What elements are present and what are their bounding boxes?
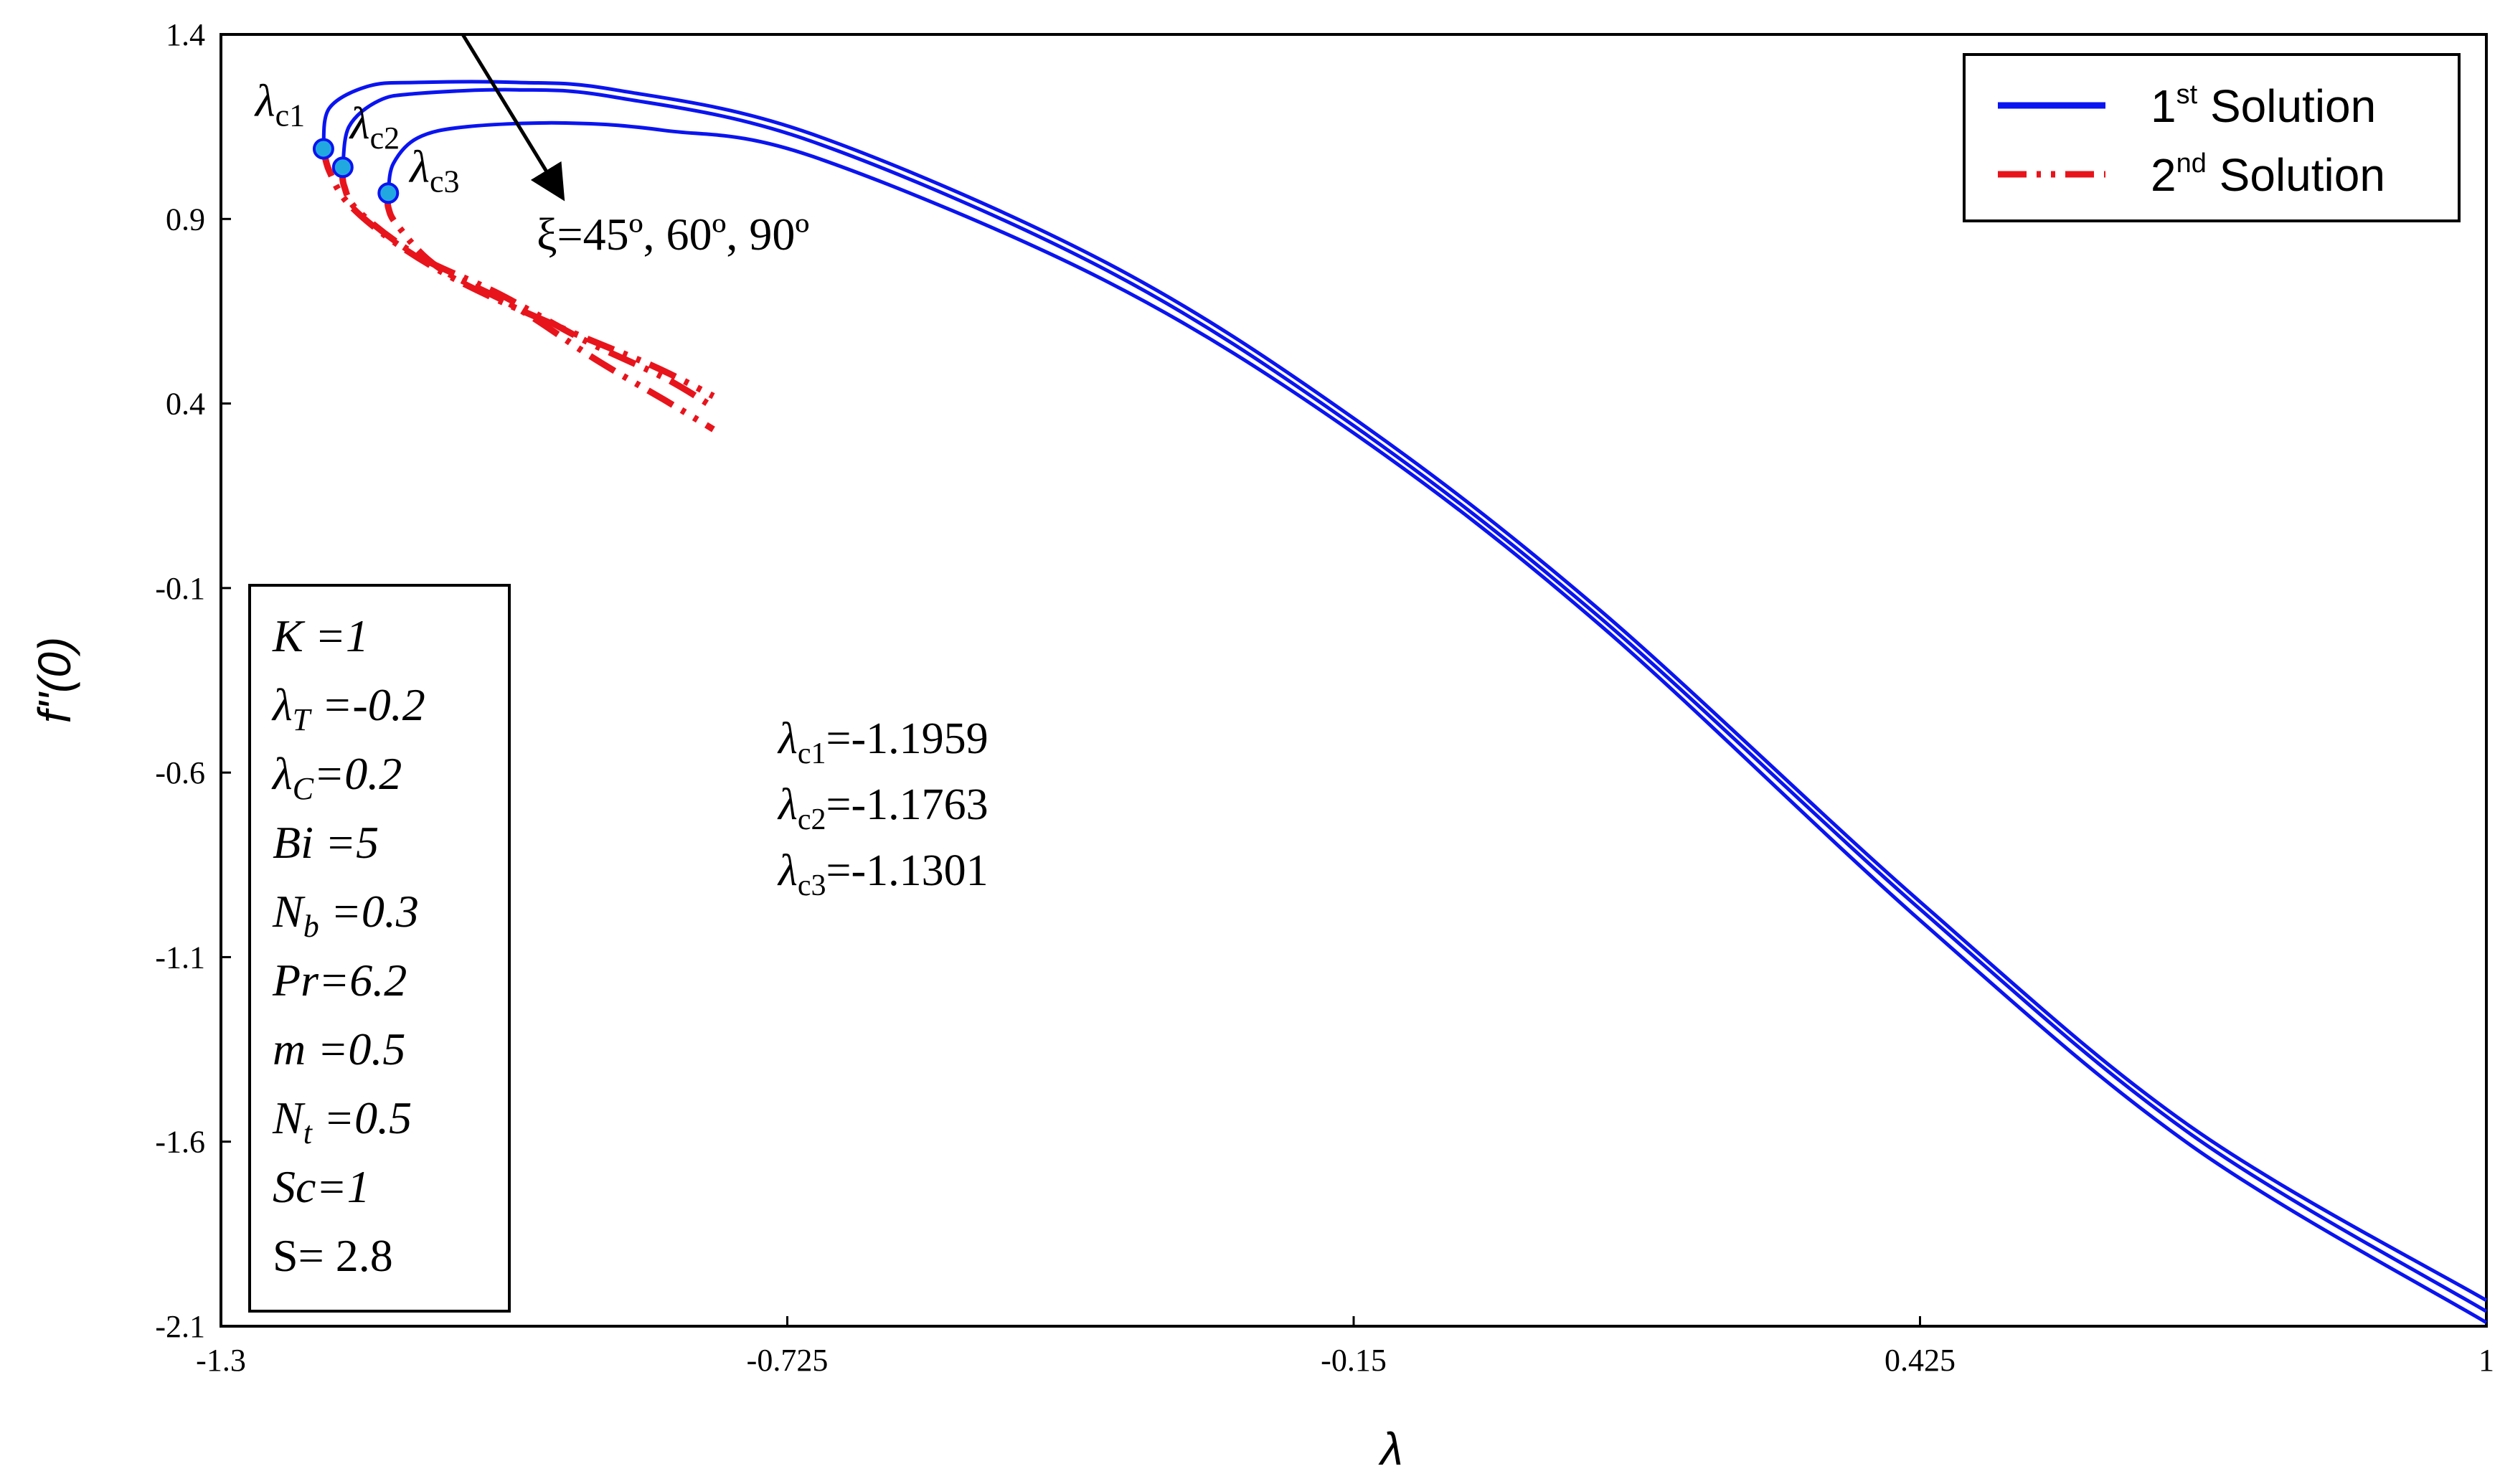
legend: 1st Solution 2nd Solution — [1963, 53, 2461, 222]
x-tick-label: -0.15 — [1321, 1343, 1387, 1378]
legend-box — [1963, 53, 2461, 222]
y-tick-label: -0.1 — [155, 571, 205, 606]
critical-point-marker — [312, 138, 334, 160]
parameter-list: K =1 λT =-0.2 λC=0.2 Bi =5 Nb =0.3 Pr=6.2 m =0… — [271, 610, 425, 1281]
y-tick-label: -2.1 — [155, 1309, 205, 1344]
parameter-line: K =1 — [272, 610, 369, 661]
critical-point-label: λc3 — [408, 141, 459, 199]
tick-layer: -1.3 -0.725 -0.15 0.425 1 1.4 0.9 0.4 -0.1 -0.6 -1… — [155, 17, 2494, 1378]
parameter-line: Pr=6.2 — [272, 955, 407, 1006]
first-solution-curve-3 — [386, 120, 2488, 1325]
y-tick-label: 1.4 — [166, 17, 205, 52]
legend-label-2nd: 2nd Solution — [2151, 148, 2385, 201]
critical-value-line: λc3=-1.1301 — [777, 846, 989, 902]
arrow-annotation: ξ=45º, 60º, 90º — [461, 33, 809, 260]
second-solution-curve-2 — [339, 166, 715, 410]
parameter-line: Sc=1 — [273, 1161, 370, 1212]
critical-point-marker — [331, 156, 354, 179]
parameter-line: Nt =0.5 — [272, 1092, 412, 1150]
parameter-line: m =0.5 — [273, 1024, 405, 1074]
legend-label-1st: 1st Solution — [2151, 80, 2376, 132]
y-axis-title: f''(0) — [29, 637, 80, 723]
critical-value-line: λc2=-1.1763 — [777, 780, 989, 836]
x-tick-label: 0.425 — [1885, 1343, 1956, 1378]
critical-values-annotation: λc1=-1.1959 λc2=-1.1763 λc3=-1.1301 — [777, 714, 989, 902]
curve-layer — [320, 80, 2488, 1325]
parameter-line: λT =-0.2 — [271, 679, 425, 737]
critical-point-label: λc2 — [349, 98, 400, 156]
y-tick-label: 0.9 — [166, 202, 205, 237]
first-solution-curve-1 — [321, 80, 2488, 1303]
x-tick-label: -1.3 — [196, 1343, 246, 1378]
x-tick-label: -0.725 — [747, 1343, 829, 1378]
critical-point-marker — [377, 182, 400, 204]
critical-point-label: λc1 — [254, 75, 305, 133]
second-solution-curve-3 — [384, 193, 715, 433]
y-tick-label: -1.6 — [155, 1125, 205, 1160]
annotation-arrow — [461, 33, 565, 202]
y-tick-label: -1.1 — [155, 940, 205, 975]
parameter-line: S= 2.8 — [273, 1230, 393, 1281]
x-axis-title: λ — [1378, 1423, 1403, 1475]
y-tick-label: 0.4 — [166, 387, 205, 422]
critical-value-line: λc1=-1.1959 — [777, 714, 989, 770]
parameter-line: Bi =5 — [273, 817, 379, 868]
x-tick-label: 1 — [2478, 1343, 2494, 1378]
y-tick-label: -0.6 — [155, 755, 205, 790]
first-solution-curve-2 — [341, 88, 2488, 1313]
arrow-label: ξ=45º, 60º, 90º — [537, 209, 809, 260]
parameter-line: Nb =0.3 — [272, 886, 419, 944]
parameter-line: λC=0.2 — [271, 748, 402, 806]
parameter-box — [248, 584, 511, 1313]
